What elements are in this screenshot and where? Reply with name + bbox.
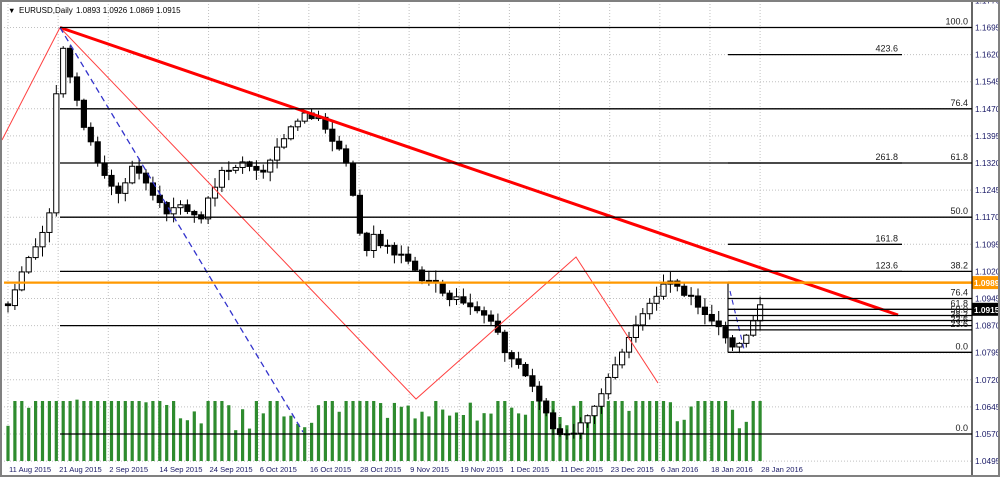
svg-text:1.0870: 1.0870 xyxy=(975,321,1000,331)
svg-text:1.0495: 1.0495 xyxy=(975,456,1000,466)
svg-text:1.0989: 1.0989 xyxy=(974,278,1000,288)
svg-text:423.6: 423.6 xyxy=(875,44,898,54)
svg-text:11 Aug 2015: 11 Aug 2015 xyxy=(9,465,51,474)
svg-text:76.4: 76.4 xyxy=(950,288,968,298)
svg-text:123.6: 123.6 xyxy=(875,260,898,270)
svg-text:1.0945: 1.0945 xyxy=(975,294,1000,304)
svg-text:1.1020: 1.1020 xyxy=(975,266,1000,276)
svg-text:19 Nov 2015: 19 Nov 2015 xyxy=(460,465,503,474)
svg-text:EURUSD,Daily: EURUSD,Daily xyxy=(19,6,73,15)
svg-text:18 Jan 2016: 18 Jan 2016 xyxy=(711,465,753,474)
svg-text:21 Aug 2015: 21 Aug 2015 xyxy=(59,465,102,474)
svg-text:61.8: 61.8 xyxy=(950,152,968,162)
svg-text:1.1245: 1.1245 xyxy=(975,185,1000,195)
svg-text:2 Sep 2015: 2 Sep 2015 xyxy=(109,465,148,474)
svg-text:1.1470: 1.1470 xyxy=(975,104,1000,114)
svg-text:1.0645: 1.0645 xyxy=(975,402,1000,412)
svg-text:76.4: 76.4 xyxy=(950,98,968,108)
svg-text:50.0: 50.0 xyxy=(950,206,968,216)
svg-text:1.1395: 1.1395 xyxy=(975,131,1000,141)
svg-text:0.0: 0.0 xyxy=(955,341,968,351)
svg-text:▼: ▼ xyxy=(8,6,15,15)
svg-text:1.1620: 1.1620 xyxy=(975,50,1000,60)
svg-text:23 Dec 2015: 23 Dec 2015 xyxy=(611,465,654,474)
svg-text:1 Dec 2015: 1 Dec 2015 xyxy=(510,465,549,474)
svg-text:28 Jan 2016: 28 Jan 2016 xyxy=(761,465,803,474)
svg-text:6 Jan 2016: 6 Jan 2016 xyxy=(661,465,699,474)
svg-text:1.0893 1.0926 1.0869 1.0915: 1.0893 1.0926 1.0869 1.0915 xyxy=(76,6,181,15)
svg-text:9 Nov 2015: 9 Nov 2015 xyxy=(410,465,449,474)
svg-text:38.2: 38.2 xyxy=(950,260,968,270)
svg-text:14 Sep 2015: 14 Sep 2015 xyxy=(159,465,202,474)
svg-text:1.1170: 1.1170 xyxy=(975,212,1000,222)
svg-text:1.1770: 1.1770 xyxy=(975,2,1000,5)
svg-text:11 Dec 2015: 11 Dec 2015 xyxy=(561,465,604,474)
svg-text:100.0: 100.0 xyxy=(945,17,968,27)
svg-text:1.1320: 1.1320 xyxy=(975,158,1000,168)
svg-text:16 Oct 2015: 16 Oct 2015 xyxy=(310,465,351,474)
svg-text:6 Oct 2015: 6 Oct 2015 xyxy=(260,465,297,474)
svg-text:24 Sep 2015: 24 Sep 2015 xyxy=(210,465,253,474)
svg-text:1.1695: 1.1695 xyxy=(975,23,1000,33)
svg-text:1.1545: 1.1545 xyxy=(975,77,1000,87)
svg-text:1.0915: 1.0915 xyxy=(974,305,1000,315)
svg-text:1.0795: 1.0795 xyxy=(975,348,1000,358)
svg-text:161.8: 161.8 xyxy=(875,233,898,243)
svg-text:0.0: 0.0 xyxy=(955,423,968,433)
svg-text:28 Oct 2015: 28 Oct 2015 xyxy=(360,465,401,474)
svg-text:1.1095: 1.1095 xyxy=(975,239,1000,249)
svg-text:261.8: 261.8 xyxy=(875,152,898,162)
svg-text:1.0570: 1.0570 xyxy=(975,429,1000,439)
svg-text:1.0720: 1.0720 xyxy=(975,375,1000,385)
svg-text:23.6: 23.6 xyxy=(950,319,968,329)
